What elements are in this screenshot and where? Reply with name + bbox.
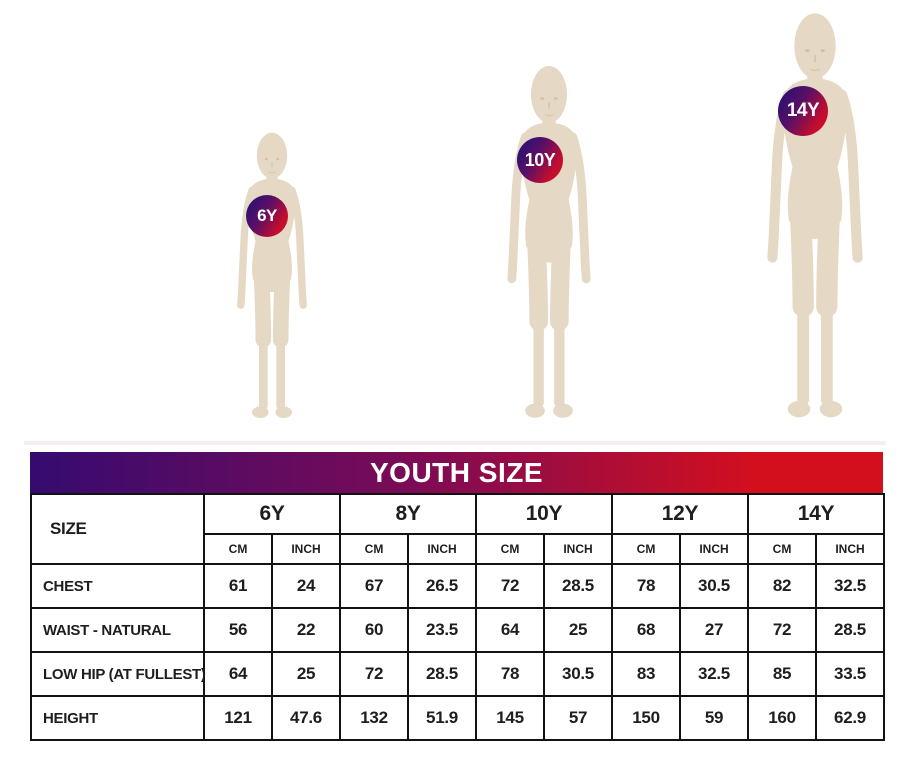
value-cell: 72 [475, 563, 545, 609]
value-cell: 47.6 [271, 695, 341, 741]
size-header-12y: 12Y [611, 493, 749, 535]
table-title: YOUTH SIZE [369, 456, 543, 488]
table-row-low-hip: LOW HIP (AT FULLEST) 64 25 72 28.5 78 30… [30, 651, 885, 697]
value-cell: 27 [679, 607, 749, 653]
value-cell: 145 [475, 695, 545, 741]
unit-header-inch: INCH [271, 533, 341, 565]
value-cell: 22 [271, 607, 341, 653]
value-cell: 32.5 [815, 563, 885, 609]
unit-header-cm: CM [475, 533, 545, 565]
unit-header-row: CM INCH CM INCH CM INCH CM INCH CM INCH [31, 533, 885, 565]
value-cell: 33.5 [815, 651, 885, 697]
mannequin-6y-figure [220, 131, 324, 427]
table-row-waist: WAIST - NATURAL 56 22 60 23.5 64 25 68 2… [30, 607, 885, 653]
value-cell: 26.5 [407, 563, 477, 609]
value-cell: 30.5 [543, 651, 613, 697]
value-cell: 28.5 [407, 651, 477, 697]
size-badge-10y: 10Y [517, 137, 563, 183]
value-cell: 57 [543, 695, 613, 741]
value-cell: 25 [271, 651, 341, 697]
mannequin-14y-figure [744, 11, 886, 430]
unit-header-inch: INCH [543, 533, 613, 565]
mannequin-10y-figure [487, 64, 611, 429]
value-cell: 83 [611, 651, 681, 697]
value-cell: 82 [747, 563, 817, 609]
unit-header-cm: CM [339, 533, 409, 565]
size-badge-14y: 14Y [778, 86, 828, 136]
value-cell: 78 [611, 563, 681, 609]
size-header-14y: 14Y [747, 493, 885, 535]
table-title-bar: YOUTH SIZE [30, 452, 883, 493]
value-cell: 23.5 [407, 607, 477, 653]
unit-header-inch: INCH [679, 533, 749, 565]
value-cell: 30.5 [679, 563, 749, 609]
value-cell: 64 [203, 651, 273, 697]
size-header-8y: 8Y [339, 493, 477, 535]
unit-header-cm: CM [611, 533, 681, 565]
row-label-waist: WAIST - NATURAL [30, 607, 205, 653]
youth-size-table-section: YOUTH SIZE SIZE 6Y 8Y 10Y 12Y 14Y CM [30, 452, 885, 741]
unit-header-inch: INCH [815, 533, 885, 565]
value-cell: 59 [679, 695, 749, 741]
value-cell: 61 [203, 563, 273, 609]
floor-line [24, 441, 886, 445]
unit-header-cm: CM [747, 533, 817, 565]
unit-header-cm: CM [203, 533, 273, 565]
value-cell: 25 [543, 607, 613, 653]
size-column-header: SIZE [30, 493, 205, 565]
value-cell: 132 [339, 695, 409, 741]
row-label-height: HEIGHT [30, 695, 205, 741]
value-cell: 78 [475, 651, 545, 697]
value-cell: 56 [203, 607, 273, 653]
unit-header-inch: INCH [407, 533, 477, 565]
value-cell: 150 [611, 695, 681, 741]
value-cell: 67 [339, 563, 409, 609]
value-cell: 62.9 [815, 695, 885, 741]
figures-section: 6Y 10Y 14Y [0, 0, 913, 452]
value-cell: 28.5 [815, 607, 885, 653]
table-row-chest: CHEST 61 24 67 26.5 72 28.5 78 30.5 82 3… [30, 563, 885, 609]
row-label-low-hip: LOW HIP (AT FULLEST) [30, 651, 206, 697]
size-header-row: SIZE 6Y 8Y 10Y 12Y 14Y [30, 493, 885, 565]
value-cell: 64 [475, 607, 545, 653]
value-cell: 68 [611, 607, 681, 653]
size-header-6y: 6Y [203, 493, 341, 535]
size-table: SIZE 6Y 8Y 10Y 12Y 14Y CM INCH CM INCH C… [30, 493, 885, 741]
value-cell: 72 [339, 651, 409, 697]
value-cell: 60 [339, 607, 409, 653]
value-cell: 32.5 [679, 651, 749, 697]
size-header-10y: 10Y [475, 493, 613, 535]
value-cell: 85 [747, 651, 817, 697]
value-cell: 160 [747, 695, 817, 741]
row-label-chest: CHEST [30, 563, 205, 609]
value-cell: 24 [271, 563, 341, 609]
value-cell: 51.9 [407, 695, 477, 741]
size-badge-6y: 6Y [246, 195, 288, 237]
value-cell: 72 [747, 607, 817, 653]
table-row-height: HEIGHT 121 47.6 132 51.9 145 57 150 59 1… [30, 695, 885, 741]
value-cell: 28.5 [543, 563, 613, 609]
value-cell: 121 [203, 695, 273, 741]
